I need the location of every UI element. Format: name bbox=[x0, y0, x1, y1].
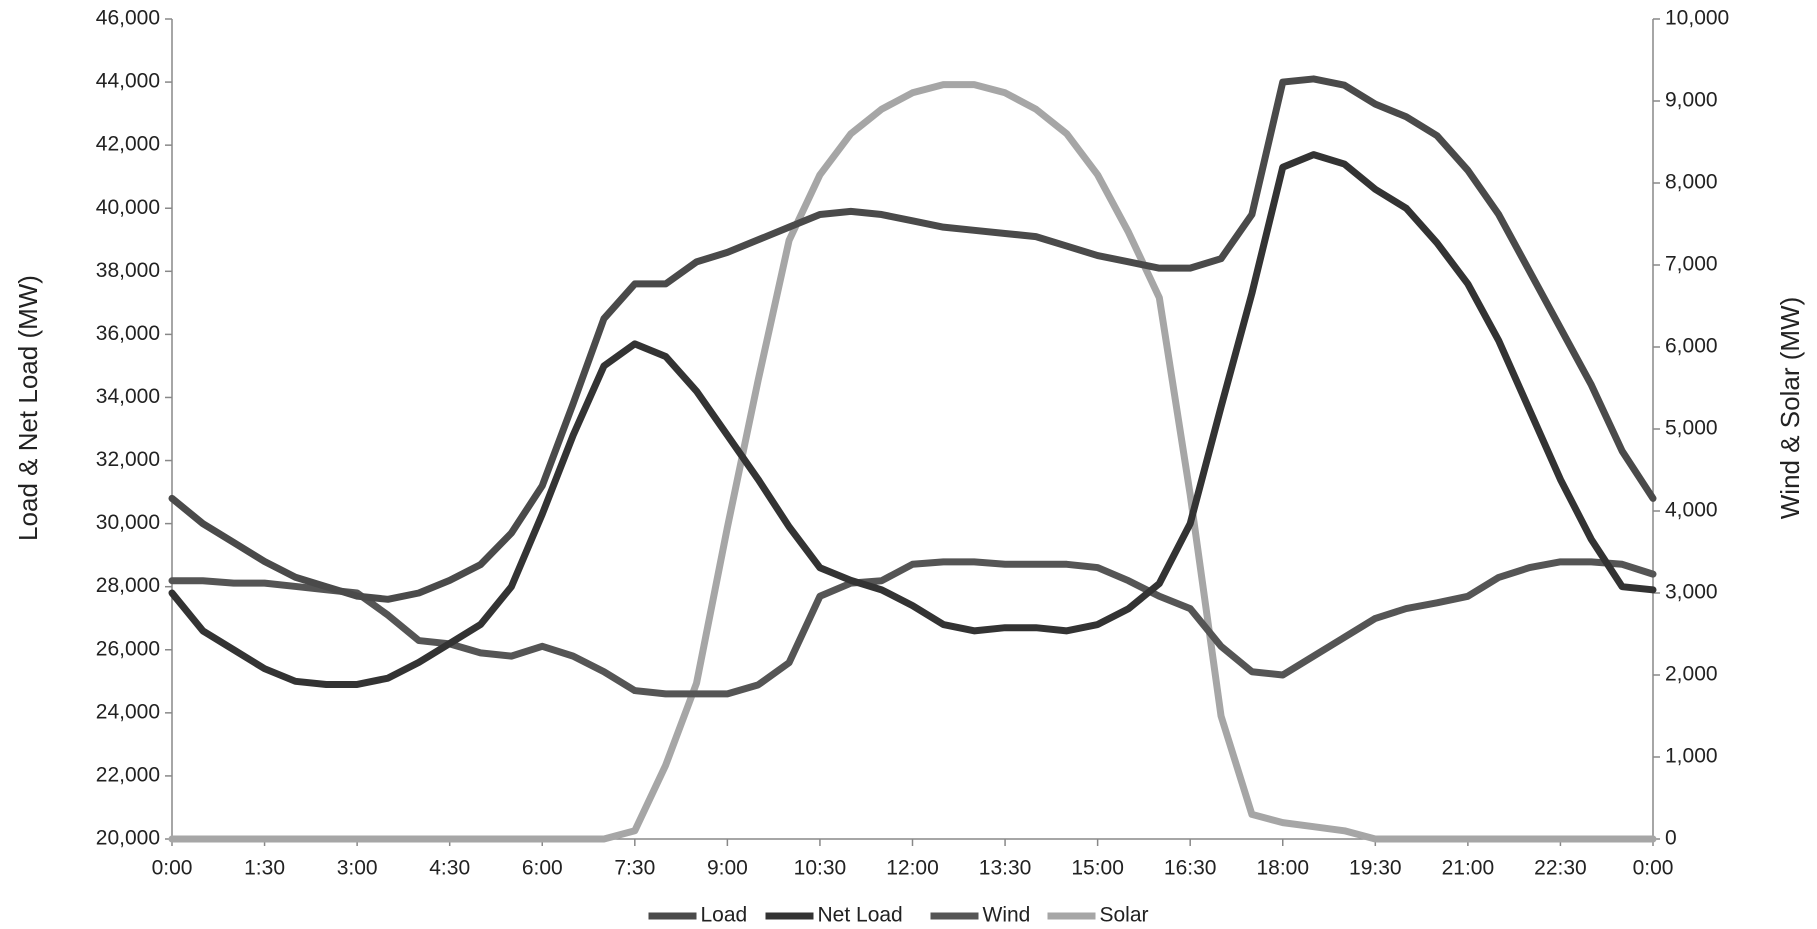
legend-label: Solar bbox=[1100, 904, 1149, 927]
y-tick-label: 40,000 bbox=[96, 196, 160, 219]
x-tick-label: 21:00 bbox=[1442, 857, 1495, 880]
y2-tick-label: 6,000 bbox=[1665, 335, 1718, 358]
y-tick-label: 46,000 bbox=[96, 7, 160, 30]
y-tick-label: 44,000 bbox=[96, 70, 160, 93]
x-tick-label: 9:00 bbox=[707, 857, 748, 880]
y2-tick-label: 7,000 bbox=[1665, 253, 1718, 276]
y2-tick-label: 9,000 bbox=[1665, 89, 1718, 112]
y-tick-label: 30,000 bbox=[96, 511, 160, 534]
y-tick-label: 20,000 bbox=[96, 827, 160, 850]
y2-tick-label: 2,000 bbox=[1665, 663, 1718, 686]
x-tick-label: 10:30 bbox=[794, 857, 847, 880]
x-tick-label: 0:00 bbox=[1633, 857, 1674, 880]
series-line bbox=[168, 81, 1657, 843]
x-tick-label: 13:30 bbox=[979, 857, 1032, 880]
y2-tick-label: 5,000 bbox=[1665, 417, 1718, 440]
x-tick-label: 1:30 bbox=[244, 857, 285, 880]
legend-label: Net Load bbox=[818, 904, 903, 927]
y-axis-label: Load & Net Load (MW) bbox=[13, 275, 43, 541]
x-tick-label: 3:00 bbox=[337, 857, 378, 880]
x-tick-label: 15:00 bbox=[1071, 857, 1124, 880]
y-tick-label: 26,000 bbox=[96, 637, 160, 660]
y-tick-label: 34,000 bbox=[96, 385, 160, 408]
y2-tick-label: 0 bbox=[1665, 827, 1677, 850]
series-line bbox=[168, 151, 1657, 688]
y-tick-label: 22,000 bbox=[96, 763, 160, 786]
x-tick-label: 0:00 bbox=[152, 857, 193, 880]
x-tick-label: 7:30 bbox=[614, 857, 655, 880]
y-tick-label: 28,000 bbox=[96, 574, 160, 597]
y2-tick-label: 3,000 bbox=[1665, 581, 1718, 604]
x-tick-label: 19:30 bbox=[1349, 857, 1402, 880]
x-tick-label: 18:00 bbox=[1256, 857, 1309, 880]
y2-axis-label: Wind & Solar (MW) bbox=[1775, 297, 1805, 519]
y2-tick-label: 1,000 bbox=[1665, 745, 1718, 768]
x-tick-label: 12:00 bbox=[886, 857, 939, 880]
y2-tick-label: 8,000 bbox=[1665, 171, 1718, 194]
series-line bbox=[168, 75, 1657, 603]
legend-label: Load bbox=[701, 904, 748, 927]
y-tick-label: 36,000 bbox=[96, 322, 160, 345]
y-tick-label: 42,000 bbox=[96, 133, 160, 156]
x-tick-label: 16:30 bbox=[1164, 857, 1217, 880]
x-tick-label: 22:30 bbox=[1534, 857, 1587, 880]
y-tick-label: 32,000 bbox=[96, 448, 160, 471]
y-tick-label: 38,000 bbox=[96, 259, 160, 282]
x-tick-label: 4:30 bbox=[429, 857, 470, 880]
series-line bbox=[168, 558, 1657, 698]
legend-label: Wind bbox=[983, 904, 1031, 927]
x-tick-label: 6:00 bbox=[522, 857, 563, 880]
y2-tick-label: 4,000 bbox=[1665, 499, 1718, 522]
y-tick-label: 24,000 bbox=[96, 700, 160, 723]
y2-tick-label: 10,000 bbox=[1665, 7, 1729, 30]
